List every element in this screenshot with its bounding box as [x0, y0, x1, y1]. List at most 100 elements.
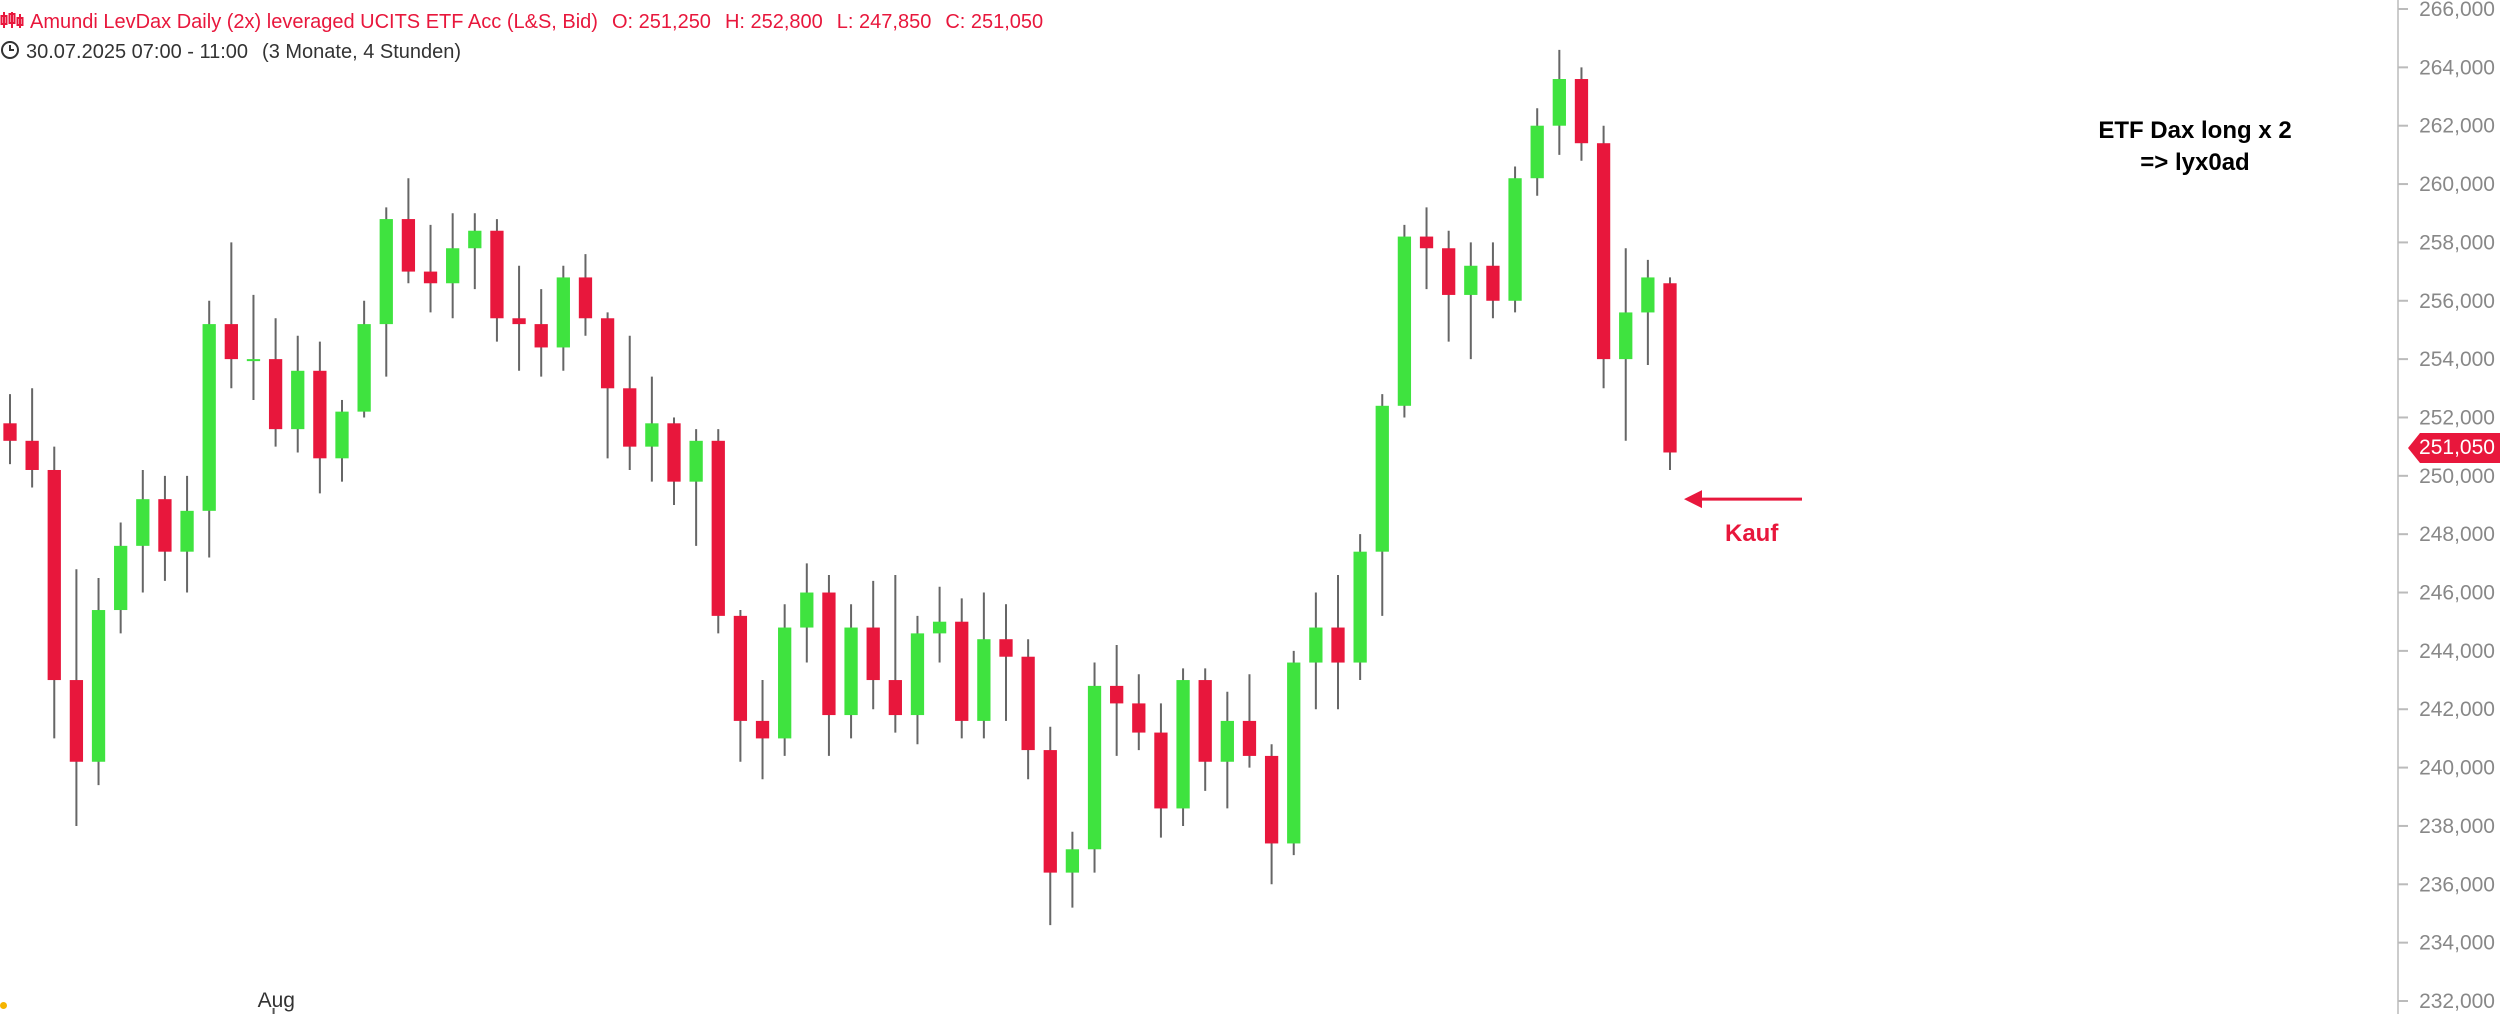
candle [114, 522, 128, 634]
candle-body [1331, 627, 1345, 663]
candle [1220, 691, 1234, 809]
candle [977, 592, 991, 739]
candle-body [3, 423, 17, 441]
candle-body [1110, 685, 1124, 704]
candle-body [1154, 732, 1168, 809]
candle [379, 207, 393, 377]
low-value: L: 247,850 [836, 11, 932, 34]
candle-body [1442, 248, 1456, 295]
candle-body [1087, 685, 1102, 850]
candle [689, 429, 703, 546]
candle-body [202, 324, 216, 511]
candle [999, 604, 1013, 721]
y-tick-label: 262,000 [2419, 115, 2495, 138]
candle [1154, 703, 1168, 838]
candle-body [645, 423, 659, 447]
y-tick-label: 236,000 [2419, 873, 2495, 896]
candle-body [446, 248, 460, 284]
candle-body [1397, 236, 1412, 406]
candle [335, 399, 349, 482]
candle-body [423, 271, 438, 284]
time-axis: AugSepOkt [258, 989, 295, 1014]
candle [866, 580, 880, 710]
candle [955, 598, 969, 739]
candle [733, 610, 748, 762]
note-line-1: ETF Dax long x 2 [2098, 117, 2292, 144]
candle [1021, 639, 1035, 780]
candle-body [1596, 143, 1611, 360]
period-text: 30.07.2025 07:00 - 11:00 [26, 41, 249, 64]
candle-body [667, 423, 681, 482]
candle-body [1264, 755, 1279, 844]
y-tick-label: 244,000 [2419, 640, 2495, 663]
candle-body [468, 230, 482, 249]
y-tick-label: 238,000 [2419, 815, 2495, 838]
candle-body [556, 277, 570, 348]
candle-body [1663, 283, 1677, 453]
candle [1043, 726, 1057, 926]
candle-body [313, 370, 327, 459]
candle-body [158, 499, 172, 552]
candles-layer [3, 49, 1677, 926]
candle [667, 417, 681, 505]
candle-body [224, 324, 238, 360]
candle [25, 388, 39, 488]
candle [47, 446, 61, 739]
chart-note: ETF Dax long x 2 => lyx0ad [2095, 115, 2295, 179]
candle-body [335, 411, 349, 459]
y-tick-label: 266,000 [2419, 0, 2495, 21]
y-tick-label: 264,000 [2419, 56, 2495, 79]
candle [1442, 230, 1456, 342]
candle [1132, 674, 1146, 751]
candle [1641, 259, 1655, 365]
candle [357, 300, 371, 418]
candle-body [822, 592, 836, 716]
candle [291, 335, 305, 453]
candle-body [1220, 720, 1234, 762]
candle [268, 318, 283, 447]
price-axis: 266,000 264,000 262,000 260,000 258,000 256,0… [2398, 0, 2495, 1013]
clock-icon [0, 40, 20, 66]
status-dot [0, 1002, 7, 1009]
candle-body [1309, 627, 1323, 663]
candle [1176, 668, 1190, 826]
candle-body [910, 633, 925, 716]
candle [468, 213, 482, 290]
candle-body [1242, 720, 1257, 756]
candle [844, 604, 858, 739]
instrument-name: Amundi LevDax Daily (2x) leveraged UCITS… [30, 11, 598, 34]
candle [1198, 668, 1212, 791]
candle [1574, 67, 1589, 161]
candle [534, 289, 548, 377]
candle-body [600, 318, 615, 389]
candle-body [733, 615, 748, 721]
close-value: C: 251,050 [945, 11, 1044, 34]
candle [246, 294, 261, 400]
candle-body [379, 219, 393, 325]
candle-body [291, 370, 305, 430]
candle [556, 265, 570, 371]
y-tick-label: 258,000 [2419, 231, 2495, 254]
candle [1486, 242, 1500, 319]
candle-body [778, 627, 792, 739]
y-tick-label: 252,000 [2419, 406, 2495, 429]
candle-body [711, 440, 725, 616]
current-price-badge: 251,050 [2408, 433, 2500, 463]
candle [600, 312, 615, 459]
candle [1464, 242, 1478, 360]
candle [313, 341, 327, 494]
candle-body [357, 324, 371, 412]
buy-arrow-head [1684, 490, 1702, 509]
candle-body [1486, 265, 1500, 301]
candle [623, 335, 637, 470]
candle [888, 575, 902, 733]
open-value: O: 251,250 [611, 11, 711, 34]
candle [1508, 166, 1522, 313]
candle-body [1353, 551, 1367, 663]
candle-body [755, 720, 770, 739]
candle-body [401, 219, 416, 272]
candle-body [180, 510, 194, 552]
candle [711, 429, 725, 634]
candle [1619, 248, 1633, 441]
